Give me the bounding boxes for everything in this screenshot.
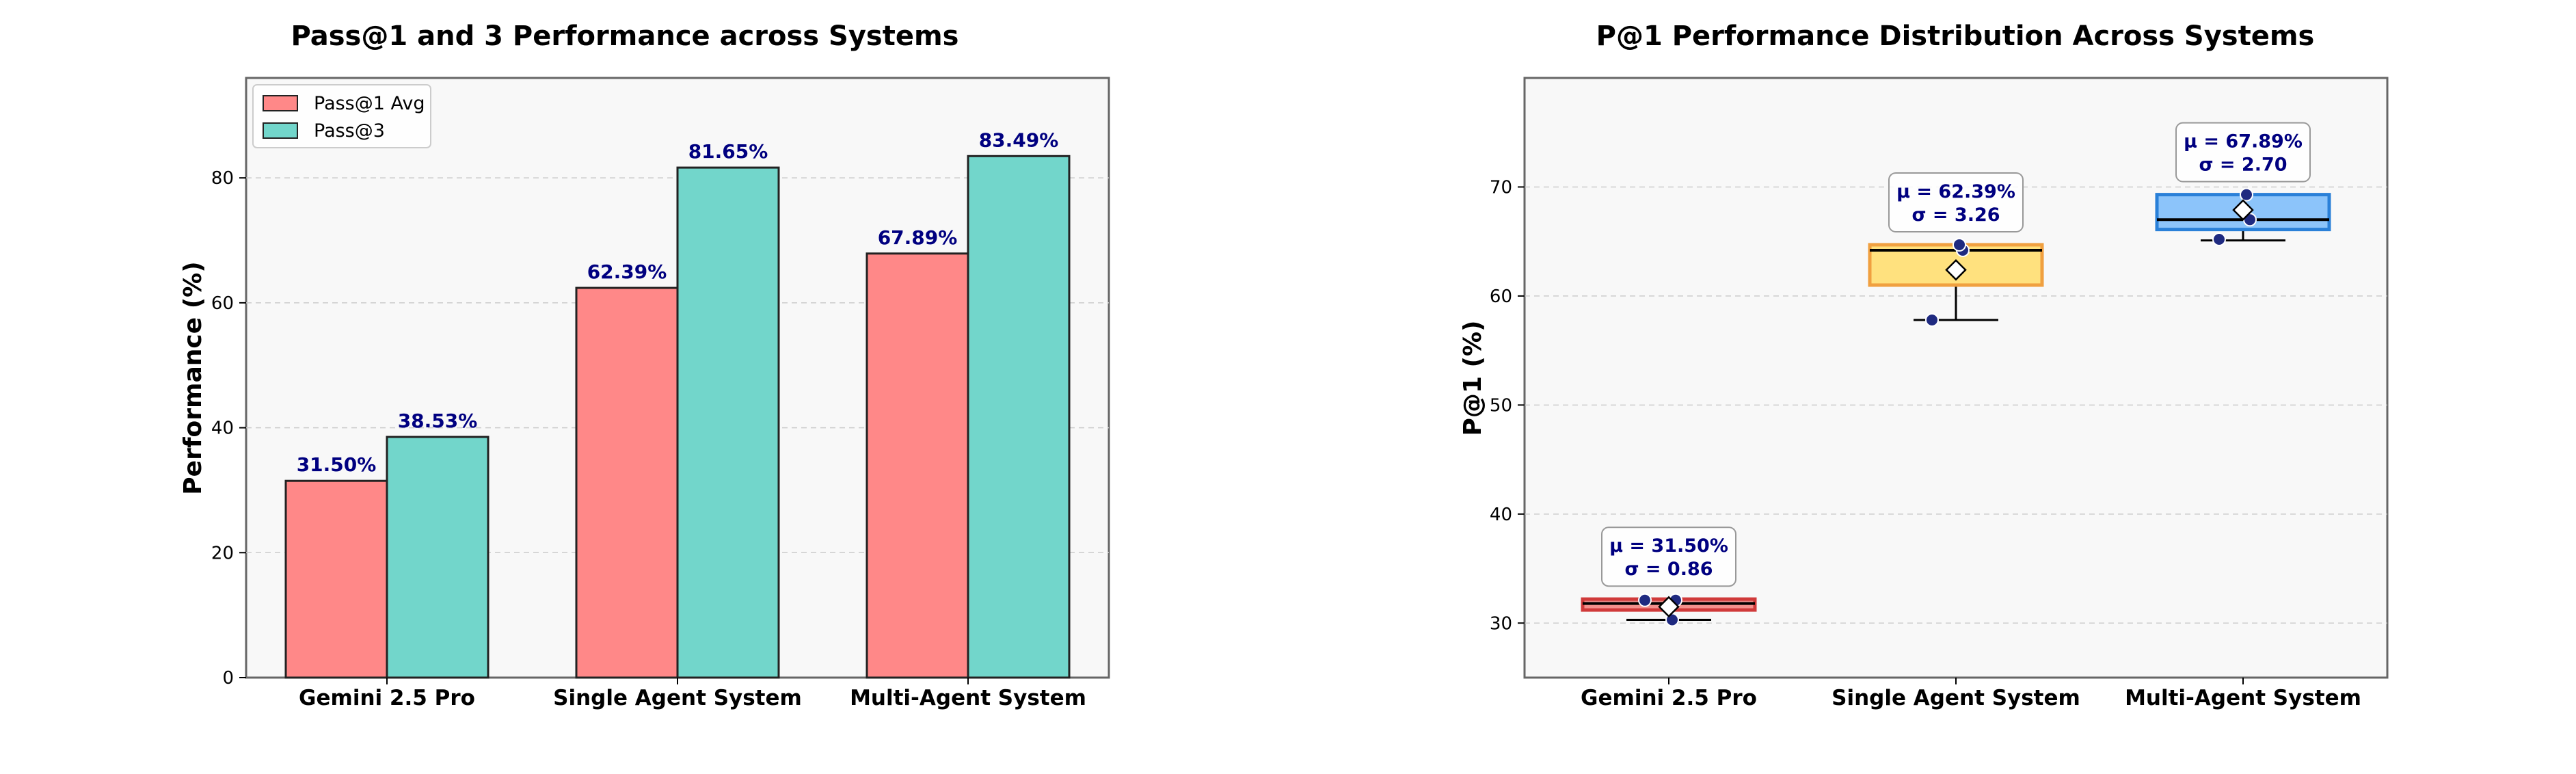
box-chart-y-ticks: 30 40 50 60 70 — [1490, 177, 1525, 634]
bar — [866, 252, 969, 679]
bar-chart: Pass@1 and 3 Performance across Systems … — [179, 21, 1110, 710]
stat-box — [1888, 172, 2024, 232]
stat-box — [2175, 122, 2311, 183]
data-label: 62.39% — [587, 261, 667, 283]
box-group: μ = 67.89% σ = 2.70 — [2155, 122, 2331, 246]
box-chart-boxes: μ = 31.50%σ = 0.86μ = 62.39%σ = 3.26μ = … — [1581, 122, 2331, 627]
y-tick-label: 70 — [1490, 177, 1512, 198]
y-tick-label: 60 — [1490, 286, 1512, 307]
y-tick-label: 60 — [211, 293, 234, 314]
y-tick-label: 0 — [222, 668, 234, 689]
data-point — [1638, 593, 1652, 607]
box-group: μ = 31.50%σ = 0.86 — [1581, 526, 1757, 627]
bar-chart-y-ticks: 0 20 40 60 80 — [211, 168, 246, 689]
bar — [676, 166, 780, 679]
y-tick-label: 20 — [211, 543, 234, 563]
std-label: σ = 0.86 — [1624, 559, 1713, 580]
x-tick-label: Multi-Agent System — [2125, 686, 2361, 710]
legend-swatch-pass1 — [263, 95, 298, 111]
bar-chart-legend[interactable]: Pass@1 Avg Pass@3 — [252, 84, 431, 148]
data-point — [1925, 312, 1939, 327]
y-tick-label: 50 — [1490, 395, 1512, 416]
box-chart-title: P@1 Performance Distribution Across Syst… — [1596, 21, 2315, 52]
y-tick-label: 30 — [1490, 613, 1512, 634]
mean-label: μ = 31.50% — [1609, 535, 1728, 557]
data-label: 67.89% — [878, 226, 958, 249]
bar-chart-x-ticks: Gemini 2.5 Pro Single Agent System Multi-A… — [299, 678, 1086, 710]
data-label: 31.50% — [297, 453, 377, 476]
bar — [284, 479, 388, 679]
data-label: 38.53% — [398, 410, 478, 432]
bar-chart-bars: 31.50% 38.53% 62.39% 81.65% 67.89% 83.49% — [284, 129, 1071, 679]
std-label: σ = 2.70 — [2199, 155, 2287, 176]
bar-chart-title: Pass@1 and 3 Performance across Systems — [291, 21, 959, 52]
mean-marker — [2232, 199, 2254, 221]
y-tick-label: 40 — [211, 418, 234, 439]
data-point — [2212, 232, 2226, 246]
box-chart-x-ticks: Gemini 2.5 Pro Single Agent System Multi-A… — [1581, 678, 2361, 710]
legend-swatch-pass3 — [263, 122, 298, 139]
stat-box — [1601, 526, 1736, 587]
legend-label-pass1: Pass@1 Avg — [314, 93, 425, 114]
box-chart-y-label: P@1 (%) — [1459, 321, 1487, 436]
y-tick-label: 80 — [211, 168, 234, 189]
data-point — [2240, 187, 2253, 202]
legend-label-pass3: Pass@3 — [314, 120, 385, 142]
data-label: 81.65% — [688, 140, 768, 163]
mean-label: μ = 62.39% — [1896, 181, 2015, 202]
y-tick-label: 40 — [1490, 505, 1512, 525]
bar — [386, 436, 489, 679]
x-tick-label: Single Agent System — [1832, 686, 2080, 710]
bar — [967, 155, 1071, 679]
data-point — [1953, 237, 1966, 252]
mean-label: μ = 67.89% — [2184, 131, 2303, 152]
x-tick-label: Multi-Agent System — [850, 686, 1086, 710]
x-tick-label: Gemini 2.5 Pro — [1581, 686, 1757, 710]
box-group: μ = 62.39%σ = 3.26 — [1868, 172, 2044, 327]
data-label: 83.49% — [979, 129, 1059, 151]
mean-marker — [1658, 596, 1680, 618]
box-chart: P@1 Performance Distribution Across Syst… — [1459, 21, 2389, 710]
x-tick-label: Single Agent System — [553, 686, 802, 710]
x-tick-label: Gemini 2.5 Pro — [299, 686, 475, 710]
std-label: σ = 3.26 — [1911, 204, 2000, 226]
bar-chart-y-label: Performance (%) — [179, 261, 207, 494]
bar — [575, 286, 679, 679]
mean-marker — [1945, 259, 1967, 281]
